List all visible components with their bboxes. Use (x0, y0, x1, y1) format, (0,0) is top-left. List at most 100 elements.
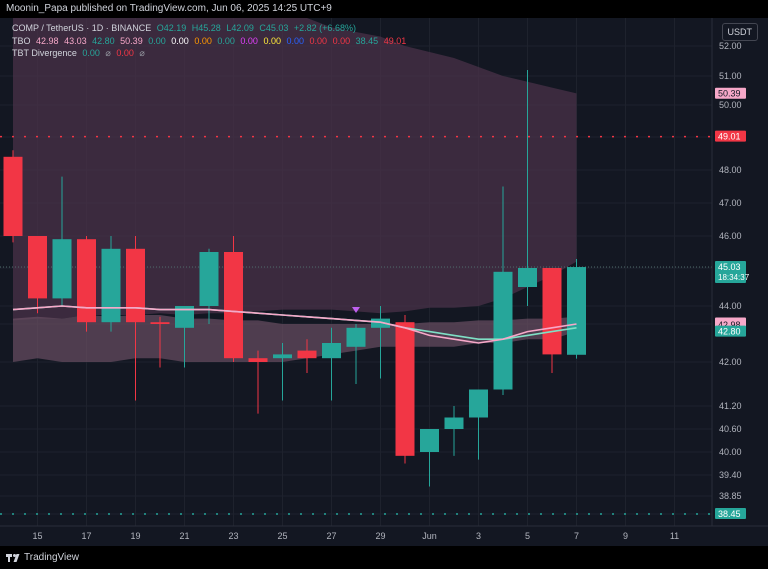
candle-up (322, 343, 341, 359)
price-label: 42.80 (718, 327, 741, 337)
candle-up (493, 271, 513, 390)
price-label: 49.01 (718, 132, 741, 142)
tradingview-logo-text: TradingView (24, 552, 80, 563)
y-tick-label: 38.85 (719, 491, 742, 501)
price-label-box (715, 87, 746, 99)
price-label-box (715, 325, 746, 337)
tradingview-logo-icon (6, 553, 20, 562)
candle-up (518, 268, 537, 287)
candle-down (3, 156, 23, 236)
divergence-value: 0.00 (116, 48, 134, 58)
publish-info: Moonin_Papa published on TradingView.com… (6, 3, 332, 14)
y-tick-label: 44.00 (719, 301, 742, 311)
tbo-name[interactable]: TBO (12, 36, 31, 46)
signal-marker (352, 307, 360, 313)
price-label: 38.45 (718, 509, 741, 519)
candle-down (77, 239, 96, 323)
y-tick-label: 46.00 (719, 231, 742, 241)
candle-up (346, 327, 366, 347)
y-tick-label: 41.20 (719, 401, 742, 411)
x-tick-label: Jun (422, 531, 437, 541)
tbo-value: 38.45 (355, 36, 379, 46)
x-tick-label: 17 (81, 531, 91, 541)
tbo-value: 0.00 (194, 36, 212, 46)
tbo-value: 50.39 (120, 36, 143, 46)
tbo-fast-line (12, 305, 577, 344)
divergence-legend[interactable]: TBT Divergence 0.00 ⌀ 0.00 ⌀ (12, 48, 148, 59)
candle-up (371, 318, 390, 328)
tbo-value: 0.00 (309, 36, 328, 46)
tbo-value: 49.01 (383, 36, 407, 46)
candle-up (199, 252, 219, 306)
x-tick-label: 29 (375, 531, 385, 541)
price-label: 42.98 (718, 320, 741, 330)
tbo-cloud (13, 18, 577, 321)
candle-up (273, 354, 292, 359)
y-tick-label: 52.00 (719, 41, 742, 51)
tbo-value: 0.00 (332, 36, 351, 46)
tbo-value: 43.03 (64, 36, 87, 46)
divergence-null: ⌀ (105, 48, 111, 58)
candle-up (469, 389, 488, 418)
y-tick-label: 40.00 (719, 447, 742, 457)
candle-down (297, 350, 317, 359)
x-tick-label: 23 (228, 531, 238, 541)
candle-down (126, 248, 145, 323)
tbo-value: 0.00 (263, 36, 281, 46)
legend-change: +2.82 (+6.68%) (293, 23, 356, 33)
footer: TradingView (0, 546, 768, 569)
tbo-value: 0.00 (286, 36, 305, 46)
time-axis (0, 526, 768, 546)
candle-down (150, 322, 170, 324)
currency-button[interactable]: USDT (721, 23, 758, 41)
candle-down (224, 252, 243, 359)
tradingview-logo[interactable]: TradingView (6, 552, 79, 563)
x-tick-label: 7 (574, 531, 579, 541)
legend-symbol[interactable]: COMP / TetherUS · 1D · BINANCE (12, 23, 152, 33)
legend-close: C45.03 (259, 23, 289, 33)
legend-high: H45.28 (191, 23, 221, 33)
symbol-legend[interactable]: COMP / TetherUS · 1D · BINANCE O42.19 H4… (12, 23, 359, 33)
tbo-value: 42.80 (92, 36, 115, 46)
divergence-value: 0.00 (82, 48, 100, 58)
chart-area[interactable]: 52.0051.0050.0049.0048.0047.0046.0045.00… (0, 18, 768, 546)
tbo-value: 0.00 (171, 36, 189, 46)
y-tick-label: 51.00 (719, 71, 742, 81)
divergence-name[interactable]: TBT Divergence (12, 48, 77, 58)
y-tick-label: 40.60 (719, 424, 742, 434)
tbo-value: 0.00 (148, 36, 166, 46)
x-tick-label: 25 (277, 531, 287, 541)
x-tick-label: 11 (670, 531, 679, 541)
tbo-legend[interactable]: TBO 42.98 43.03 42.80 50.39 0.00 0.00 0.… (12, 36, 409, 46)
candle-down (248, 358, 268, 362)
price-label-box (715, 130, 746, 142)
x-tick-label: 19 (130, 531, 140, 541)
legend-low: L42.09 (226, 23, 254, 33)
tbo-value: 0.00 (217, 36, 235, 46)
x-tick-label: 5 (525, 531, 530, 541)
candle-up (444, 417, 464, 429)
y-tick-label: 39.40 (719, 470, 742, 480)
x-tick-label: 27 (326, 531, 336, 541)
candle-up (420, 429, 439, 452)
candle-down (395, 322, 415, 456)
x-tick-label: 3 (476, 531, 481, 541)
price-label: 45.03 (718, 262, 741, 272)
tbo-value: 42.98 (36, 36, 59, 46)
x-tick-label: 21 (179, 531, 189, 541)
candle-down (28, 236, 47, 299)
price-chart[interactable]: 52.0051.0050.0049.0048.0047.0046.0045.00… (0, 18, 768, 546)
y-tick-label: 50.00 (719, 100, 742, 110)
legend-open: O42.19 (156, 23, 187, 33)
price-label-box (715, 261, 746, 284)
price-label-timer: 18:34:37 (718, 273, 750, 282)
divergence-null: ⌀ (139, 48, 145, 58)
price-label-box (715, 508, 746, 519)
candle-up (101, 248, 121, 323)
candle-up (175, 306, 194, 328)
y-tick-label: 47.00 (719, 198, 742, 208)
tbo-value: 0.00 (240, 36, 258, 46)
candle-up (567, 267, 586, 355)
candle-down (542, 268, 562, 355)
